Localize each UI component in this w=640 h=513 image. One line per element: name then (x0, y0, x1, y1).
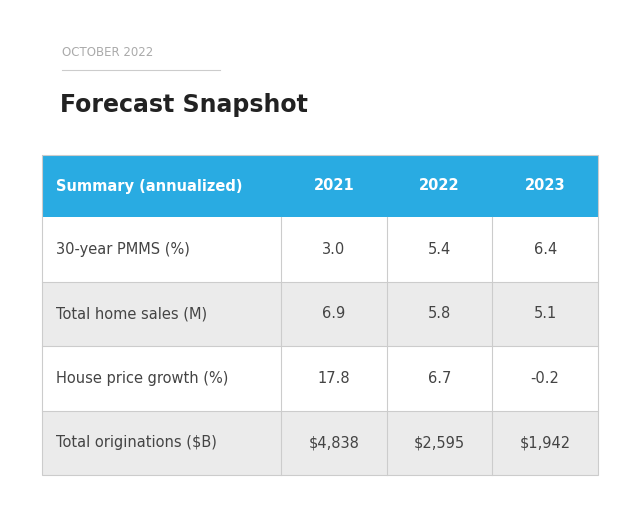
Text: OCTOBER 2022: OCTOBER 2022 (62, 46, 153, 58)
Text: 5.8: 5.8 (428, 306, 451, 321)
Text: 6.4: 6.4 (534, 242, 557, 256)
Text: Total originations ($B): Total originations ($B) (56, 435, 217, 450)
Bar (42, 155, 598, 217)
Text: 2022: 2022 (419, 179, 460, 193)
Text: 5.4: 5.4 (428, 242, 451, 256)
Text: $4,838: $4,838 (308, 435, 359, 450)
Text: 2021: 2021 (314, 179, 355, 193)
Bar (42, 217, 598, 282)
Text: 6.7: 6.7 (428, 371, 451, 386)
Text: Summary (annualized): Summary (annualized) (56, 179, 243, 193)
Text: House price growth (%): House price growth (%) (56, 371, 228, 386)
Text: 2023: 2023 (525, 179, 566, 193)
Bar (42, 282, 598, 346)
Text: -0.2: -0.2 (531, 371, 559, 386)
Text: 30-year PMMS (%): 30-year PMMS (%) (56, 242, 190, 256)
Bar (42, 155, 598, 475)
Bar (42, 346, 598, 410)
Text: 5.1: 5.1 (534, 306, 557, 321)
Text: 17.8: 17.8 (317, 371, 350, 386)
Text: Total home sales (M): Total home sales (M) (56, 306, 207, 321)
Bar (42, 410, 598, 475)
Text: Forecast Snapshot: Forecast Snapshot (60, 93, 308, 117)
Text: 3.0: 3.0 (323, 242, 346, 256)
Text: $2,595: $2,595 (414, 435, 465, 450)
Text: 6.9: 6.9 (323, 306, 346, 321)
Text: $1,942: $1,942 (520, 435, 571, 450)
